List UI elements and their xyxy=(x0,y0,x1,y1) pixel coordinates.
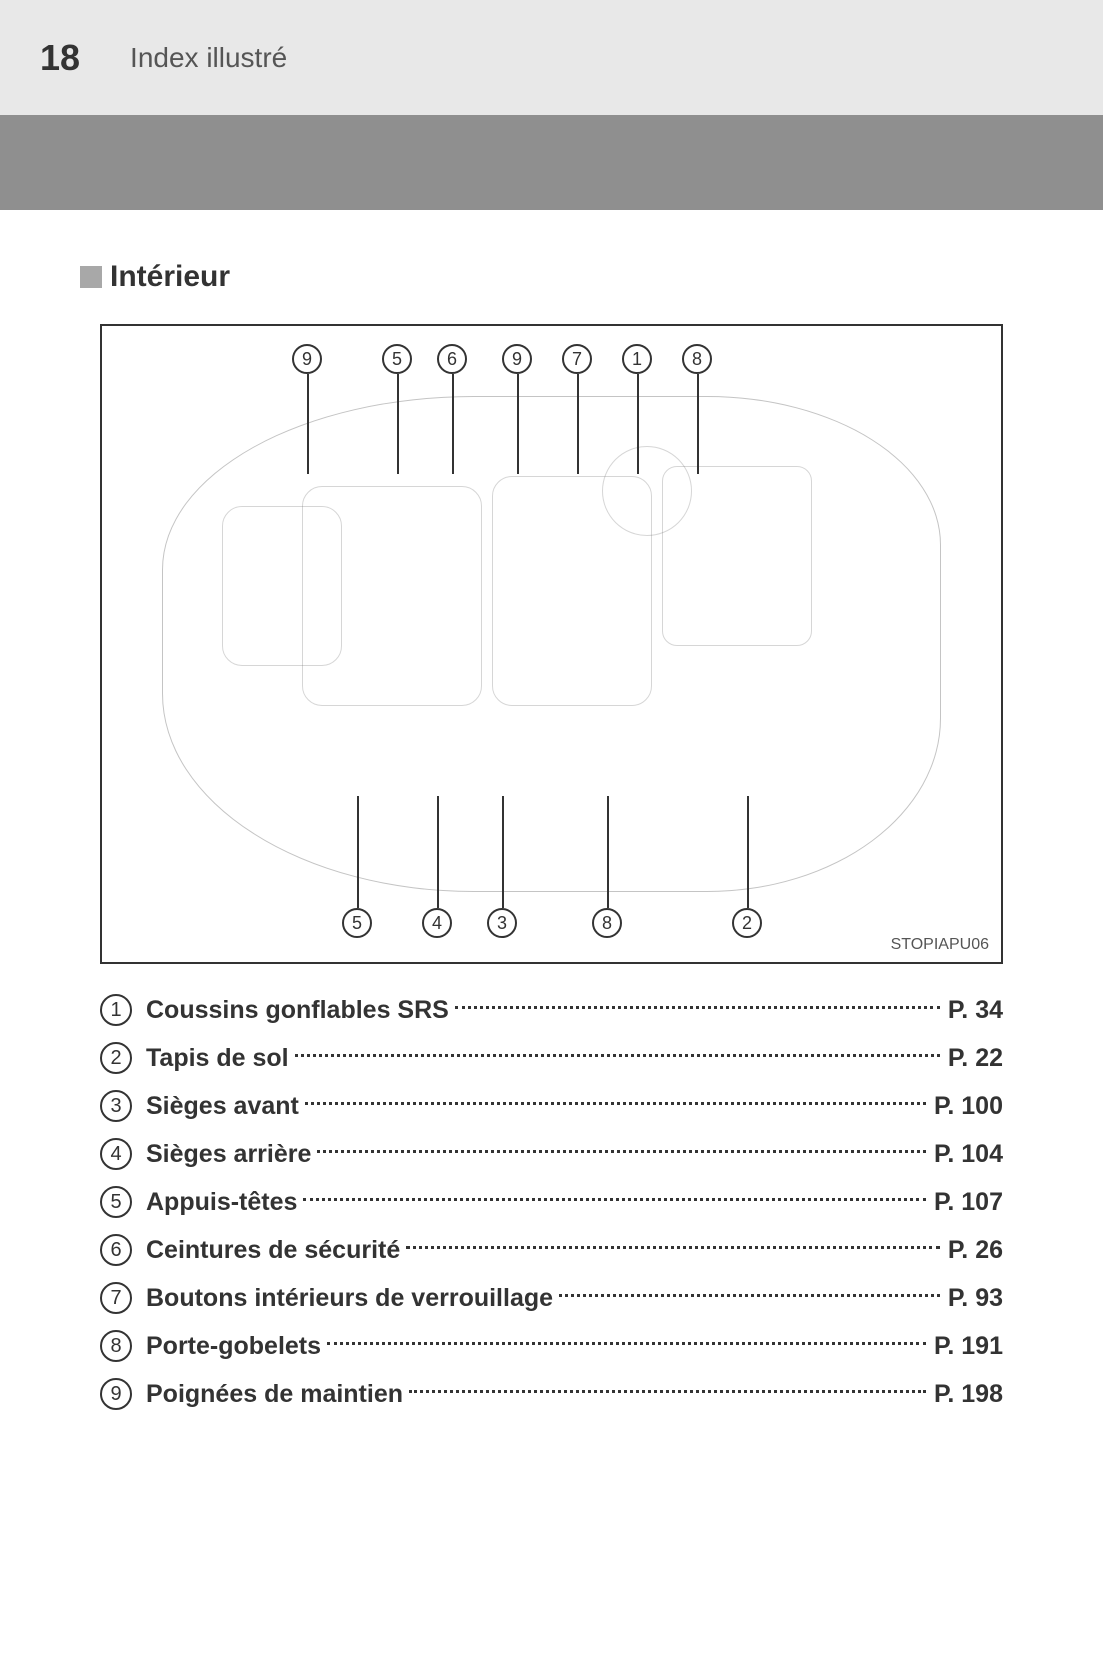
item-page-ref: P. 93 xyxy=(948,1284,1003,1313)
item-number-circle: 7 xyxy=(100,1282,132,1314)
item-label: Appuis-têtes xyxy=(146,1188,297,1217)
item-number-circle: 5 xyxy=(100,1186,132,1218)
callout-line xyxy=(577,374,579,474)
callout-line xyxy=(452,374,454,474)
item-number-circle: 8 xyxy=(100,1330,132,1362)
section-heading: Intérieur xyxy=(80,260,1003,294)
callout-line xyxy=(397,374,399,474)
callout-line xyxy=(437,796,439,908)
item-page-ref: P. 107 xyxy=(934,1188,1003,1217)
dot-leader xyxy=(559,1294,940,1297)
item-number-circle: 2 xyxy=(100,1042,132,1074)
list-item: 6 Ceintures de sécurité P. 26 xyxy=(100,1234,1003,1266)
item-label: Coussins gonflables SRS xyxy=(146,996,449,1025)
square-bullet-icon xyxy=(80,266,102,288)
diagram-box: 9569718 54382 STOPIAPU06 xyxy=(100,324,1003,964)
item-page-ref: P. 191 xyxy=(934,1332,1003,1361)
item-label: Tapis de sol xyxy=(146,1044,289,1073)
page-header: 18 Index illustré xyxy=(0,0,1103,115)
item-number-circle: 9 xyxy=(100,1378,132,1410)
list-item: 5 Appuis-têtes P. 107 xyxy=(100,1186,1003,1218)
list-item: 3 Sièges avant P. 100 xyxy=(100,1090,1003,1122)
dot-leader xyxy=(455,1006,940,1009)
section-title: Intérieur xyxy=(110,260,230,294)
item-number-circle: 4 xyxy=(100,1138,132,1170)
item-page-ref: P. 104 xyxy=(934,1140,1003,1169)
item-page-ref: P. 34 xyxy=(948,996,1003,1025)
list-item: 4 Sièges arrière P. 104 xyxy=(100,1138,1003,1170)
item-label: Boutons intérieurs de verrouillage xyxy=(146,1284,553,1313)
dot-leader xyxy=(409,1390,926,1393)
callout-line xyxy=(357,796,359,908)
item-number-circle: 3 xyxy=(100,1090,132,1122)
header-band xyxy=(0,115,1103,210)
diagram-rear xyxy=(222,506,342,666)
item-label: Poignées de maintien xyxy=(146,1380,403,1409)
item-number-circle: 1 xyxy=(100,994,132,1026)
callout-line xyxy=(517,374,519,474)
callout-circle: 1 xyxy=(622,344,652,374)
callout-circle: 2 xyxy=(732,908,762,938)
callout-circle: 5 xyxy=(342,908,372,938)
callout-line xyxy=(637,374,639,474)
callout-line xyxy=(697,374,699,474)
dot-leader xyxy=(406,1246,940,1249)
dot-leader xyxy=(303,1198,926,1201)
page-content: Intérieur 9569718 54382 STOPIAPU06 1Cous… xyxy=(0,210,1103,1410)
callout-circle: 9 xyxy=(502,344,532,374)
list-item: 1 Coussins gonflables SRS P. 34 xyxy=(100,994,1003,1026)
item-label: Sièges arrière xyxy=(146,1140,311,1169)
callout-circle: 3 xyxy=(487,908,517,938)
item-page-ref: P. 22 xyxy=(948,1044,1003,1073)
callout-line xyxy=(502,796,504,908)
list-item: 2 Tapis de sol P. 22 xyxy=(100,1042,1003,1074)
dot-leader xyxy=(317,1150,926,1153)
callout-line xyxy=(607,796,609,908)
dot-leader xyxy=(295,1054,940,1057)
callout-circle: 8 xyxy=(592,908,622,938)
callout-line xyxy=(747,796,749,908)
dot-leader xyxy=(327,1342,926,1345)
list-item: 8 Porte-gobelets P. 191 xyxy=(100,1330,1003,1362)
image-code: STOPIAPU06 xyxy=(891,936,989,954)
diagram-dash xyxy=(662,466,812,646)
item-label: Ceintures de sécurité xyxy=(146,1236,400,1265)
page-number: 18 xyxy=(40,37,80,79)
callout-circle: 7 xyxy=(562,344,592,374)
item-label: Porte-gobelets xyxy=(146,1332,321,1361)
callout-circle: 4 xyxy=(422,908,452,938)
callout-line xyxy=(307,374,309,474)
callout-circle: 6 xyxy=(437,344,467,374)
header-title: Index illustré xyxy=(130,42,287,74)
list-item: 7 Boutons intérieurs de verrouillage P. 93 xyxy=(100,1282,1003,1314)
dot-leader xyxy=(305,1102,926,1105)
item-list: 1 Coussins gonflables SRS P. 34 2 Tapis de s… xyxy=(100,994,1003,1410)
item-number-circle: 6 xyxy=(100,1234,132,1266)
callout-circle: 8 xyxy=(682,344,712,374)
item-page-ref: P. 198 xyxy=(934,1380,1003,1409)
callout-circle: 9 xyxy=(292,344,322,374)
item-page-ref: P. 26 xyxy=(948,1236,1003,1265)
list-item: 9 Poignées de maintien P. 198 xyxy=(100,1378,1003,1410)
callout-circle: 5 xyxy=(382,344,412,374)
item-label: Sièges avant xyxy=(146,1092,299,1121)
item-page-ref: P. 100 xyxy=(934,1092,1003,1121)
